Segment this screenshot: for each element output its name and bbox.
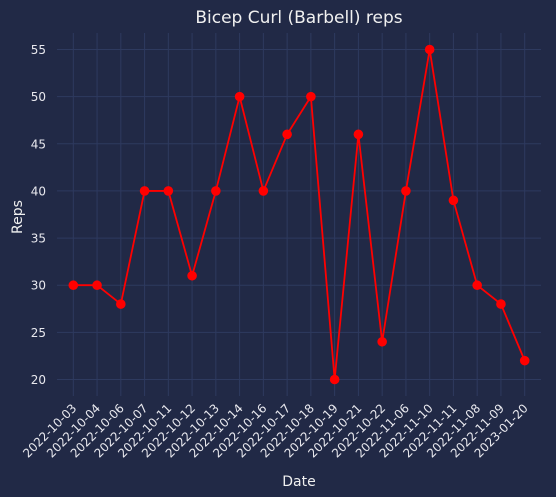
y-tick-label: 55 — [31, 43, 46, 57]
y-tick-label: 25 — [31, 326, 46, 340]
x-tick-labels: 2022-10-032022-10-042022-10-062022-10-07… — [20, 401, 531, 460]
y-tick-label: 45 — [31, 137, 46, 151]
data-point — [472, 280, 482, 291]
data-point — [139, 186, 150, 196]
data-point — [424, 44, 435, 55]
data-point — [234, 91, 245, 102]
y-tick-label: 40 — [31, 184, 46, 198]
data-point — [496, 299, 506, 309]
series-line — [73, 49, 526, 380]
data-point — [329, 374, 340, 385]
data-point — [211, 186, 221, 196]
y-axis-label: Reps — [10, 200, 26, 234]
y-tick-label: 20 — [31, 373, 46, 387]
data-point — [282, 129, 292, 140]
data-point — [306, 91, 316, 102]
data-point — [353, 129, 364, 140]
data-point — [92, 280, 102, 291]
data-point — [116, 299, 126, 309]
data-point — [163, 186, 174, 196]
series-layer — [68, 44, 530, 385]
data-point — [68, 280, 79, 291]
data-point — [187, 270, 197, 281]
y-tick-label: 30 — [31, 279, 46, 293]
data-point — [377, 336, 387, 347]
data-point — [448, 195, 459, 206]
chart-title: Bicep Curl (Barbell) reps — [195, 8, 402, 28]
y-tick-label: 35 — [31, 232, 46, 246]
x-axis-label: Date — [282, 474, 315, 490]
data-point — [258, 186, 269, 196]
data-point — [401, 186, 411, 196]
data-point — [519, 355, 530, 366]
y-tick-labels: 20 25 30 35 40 45 50 55 — [31, 43, 46, 387]
grid-layer — [57, 33, 541, 396]
y-tick-label: 50 — [31, 90, 46, 104]
